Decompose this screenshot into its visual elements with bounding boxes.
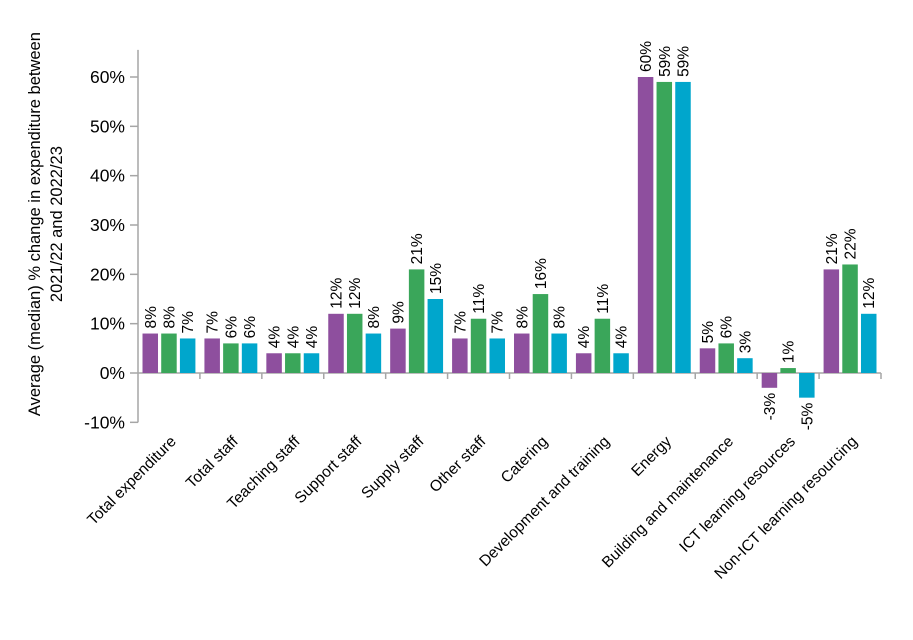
bar-green [656, 81, 673, 373]
bar-blue [860, 313, 877, 373]
bar-value-label: 4% [614, 326, 631, 349]
bar-green [532, 294, 549, 373]
bar-value-label: 15% [428, 263, 445, 294]
x-axis-category-label: Supply staff [358, 433, 428, 503]
bar-green [780, 368, 796, 373]
bar-value-label: 7% [490, 311, 507, 334]
y-axis-tick-label: 60% [90, 67, 125, 87]
bar-green [470, 318, 487, 373]
bar-green [718, 343, 734, 373]
bar-purple [514, 333, 530, 373]
bar-green [346, 313, 363, 373]
y-axis-title-line1: Average (median) % change in expenditure… [26, 32, 44, 416]
bar-blue [427, 299, 444, 373]
x-axis-category-label: Total staff [183, 433, 242, 492]
bar-purple [761, 373, 778, 388]
bar-blue [737, 358, 753, 373]
bar-value-label: 59% [657, 46, 674, 77]
bar-blue [675, 81, 691, 373]
bar-value-label: 21% [409, 233, 426, 264]
y-axis-tick-label: 20% [90, 264, 125, 284]
bar-value-label: 5% [700, 321, 717, 344]
bar-purple [204, 338, 220, 373]
y-axis-tick-label: 50% [90, 116, 125, 136]
bar-purple [637, 77, 654, 373]
bar-value-label: 7% [205, 311, 222, 334]
bar-value-label: 59% [675, 46, 692, 77]
bar-blue [799, 373, 815, 398]
bar-value-label: 12% [347, 278, 364, 309]
bar-value-label: 12% [329, 278, 346, 309]
bar-value-label: 4% [576, 326, 593, 349]
bar-blue [489, 338, 505, 373]
bar-value-label: 6% [242, 316, 259, 339]
bar-green [408, 269, 425, 373]
bar-value-label: 7% [452, 311, 469, 334]
bar-value-label: 8% [161, 306, 178, 329]
bar-purple [823, 269, 840, 373]
bar-value-label: 11% [471, 284, 488, 314]
x-axis-category-label: Energy [628, 433, 675, 480]
bar-value-label: -5% [799, 402, 816, 430]
bar-value-label: 16% [533, 258, 550, 289]
x-axis-category-label: Total expenditure [84, 433, 180, 529]
bar-value-label: -3% [762, 393, 779, 421]
bar-value-label: 1% [781, 340, 798, 363]
bar-value-label: 60% [638, 41, 655, 72]
bar-green [161, 333, 177, 373]
bar-green [285, 353, 301, 373]
bar-value-label: 11% [595, 284, 612, 314]
bar-value-label: 22% [843, 228, 860, 259]
y-axis-title-line2: 2021/22 and 2022/23 [48, 146, 66, 302]
bar-value-label: 21% [824, 233, 841, 264]
x-axis-category-label: ICT learning resources [676, 433, 799, 556]
bar-value-label: 7% [180, 311, 197, 334]
bar-purple [452, 338, 468, 373]
bar-green [594, 318, 611, 373]
bar-purple [699, 348, 716, 373]
bar-purple [142, 333, 159, 373]
bar-value-label: 12% [861, 278, 878, 309]
bar-blue [365, 333, 382, 373]
bar-purple [266, 353, 282, 373]
bar-value-label: 8% [552, 306, 569, 329]
x-axis-category-label: Development and training [476, 433, 613, 570]
x-axis-category-label: Building and maintenance [599, 433, 737, 571]
bar-green [223, 343, 239, 373]
bar-value-label: 4% [285, 326, 302, 349]
bar-value-label: 4% [267, 326, 284, 349]
bar-value-label: 6% [223, 316, 240, 339]
bar-purple [390, 328, 406, 373]
bar-value-label: 8% [366, 306, 383, 329]
bar-purple [575, 353, 592, 373]
x-axis-category-label: Support staff [292, 433, 366, 507]
bar-blue [613, 353, 629, 373]
x-axis-category-label: Catering [498, 433, 551, 486]
bar-blue [551, 333, 567, 373]
bar-value-label: 3% [737, 331, 754, 354]
bar-blue [241, 343, 258, 373]
bar-value-label: 8% [143, 306, 160, 329]
bar-value-label: 8% [514, 306, 531, 329]
y-axis-tick-label: 40% [90, 166, 125, 186]
y-axis-tick-label: -10% [84, 412, 125, 432]
bar-value-label: 6% [719, 316, 736, 339]
y-axis-tick-label: 10% [90, 314, 125, 334]
bar-green [842, 264, 858, 373]
bar-purple [328, 313, 344, 373]
y-axis-tick-label: 0% [100, 363, 125, 383]
bar-value-label: 4% [304, 326, 321, 349]
bar-blue [303, 353, 320, 373]
bar-value-label: 9% [390, 301, 407, 324]
y-axis-tick-label: 30% [90, 215, 125, 235]
bar-blue [179, 338, 196, 373]
x-axis-category-label: Other staff [426, 433, 489, 496]
